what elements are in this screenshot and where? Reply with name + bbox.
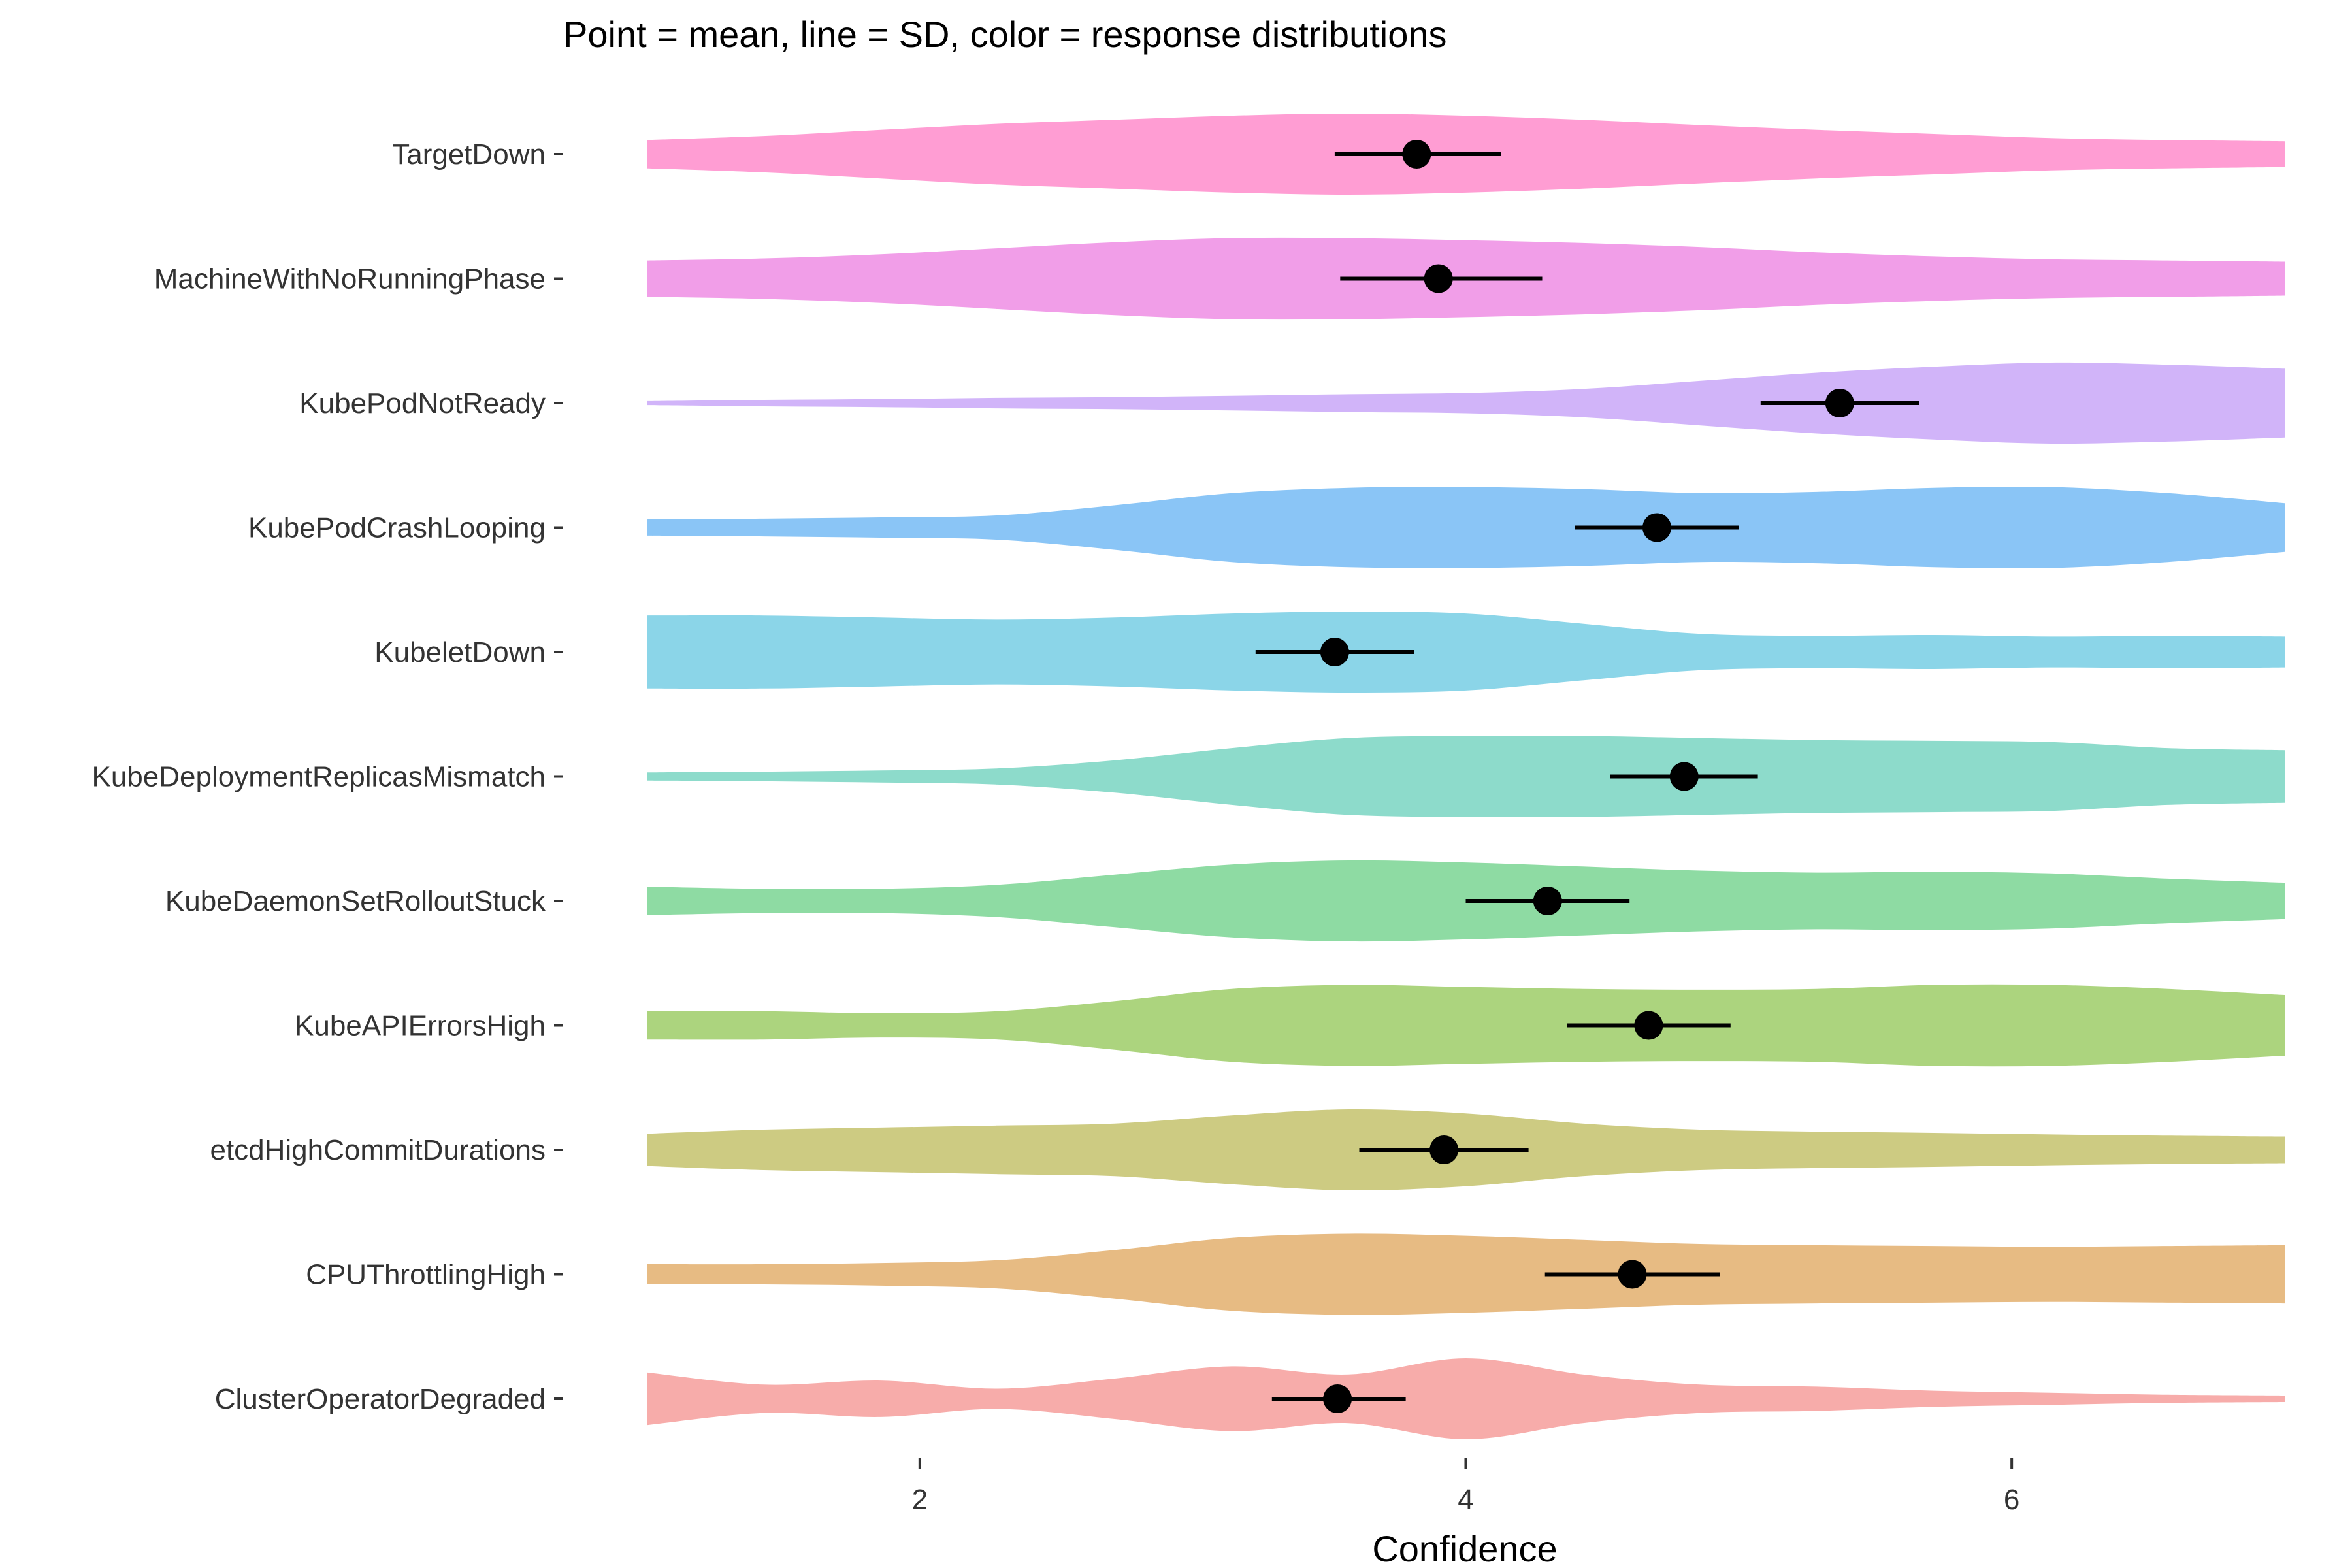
x-axis-label: Confidence xyxy=(1372,1528,1557,1568)
mean-point-KubePodCrashLooping xyxy=(1642,513,1671,542)
violin-KubeDeploymentReplicasMismatch xyxy=(647,736,2285,817)
mean-point-KubeletDown xyxy=(1320,638,1349,666)
sd-layer xyxy=(1255,140,1919,1413)
y-tick-label: KubePodCrashLooping xyxy=(248,512,546,544)
x-tick-label: 6 xyxy=(2004,1484,2019,1516)
mean-point-CPUThrottlingHigh xyxy=(1618,1260,1647,1289)
y-tick-label: KubePodNotReady xyxy=(299,387,546,419)
x-tick-label: 2 xyxy=(912,1484,928,1516)
mean-point-KubeDeploymentReplicasMismatch xyxy=(1669,762,1699,791)
chart-title: Point = mean, line = SD, color = respons… xyxy=(563,14,1447,55)
y-tick-label: KubeAPIErrorsHigh xyxy=(295,1010,546,1042)
mean-point-etcdHighCommitDurations xyxy=(1429,1135,1459,1164)
y-tick-label: KubeletDown xyxy=(374,636,546,668)
mean-point-KubePodNotReady xyxy=(1825,389,1854,417)
y-tick-label: etcdHighCommitDurations xyxy=(210,1134,546,1166)
y-tick-label: CPUThrottlingHigh xyxy=(306,1259,546,1291)
y-tick-label: MachineWithNoRunningPhase xyxy=(154,263,546,295)
y-tick-label: ClusterOperatorDegraded xyxy=(215,1383,546,1415)
violin-KubePodNotReady xyxy=(647,362,2285,444)
y-tick-label: KubeDeploymentReplicasMismatch xyxy=(91,761,546,793)
y-axis: TargetDown MachineWithNoRunningPhase KubeP… xyxy=(91,139,563,1415)
violin-KubeAPIErrorsHigh xyxy=(647,984,2285,1067)
mean-point-KubeDaemonSetRolloutStuck xyxy=(1533,887,1562,915)
x-tick-label: 4 xyxy=(1458,1484,1473,1516)
mean-point-ClusterOperatorDegraded xyxy=(1323,1384,1352,1413)
violin-CPUThrottlingHigh xyxy=(647,1233,2285,1315)
mean-point-MachineWithNoRunningPhase xyxy=(1424,264,1453,293)
violin-ClusterOperatorDegraded xyxy=(647,1358,2285,1439)
violin-KubeletDown xyxy=(647,612,2285,693)
mean-point-TargetDown xyxy=(1402,140,1431,169)
y-tick-label: TargetDown xyxy=(392,139,546,171)
violin-KubePodCrashLooping xyxy=(647,486,2285,569)
x-axis: 2 4 6 xyxy=(912,1458,2019,1516)
violin-layer xyxy=(647,114,2285,1439)
mean-point-KubeAPIErrorsHigh xyxy=(1634,1011,1663,1040)
y-tick-label: KubeDaemonSetRolloutStuck xyxy=(165,885,546,917)
